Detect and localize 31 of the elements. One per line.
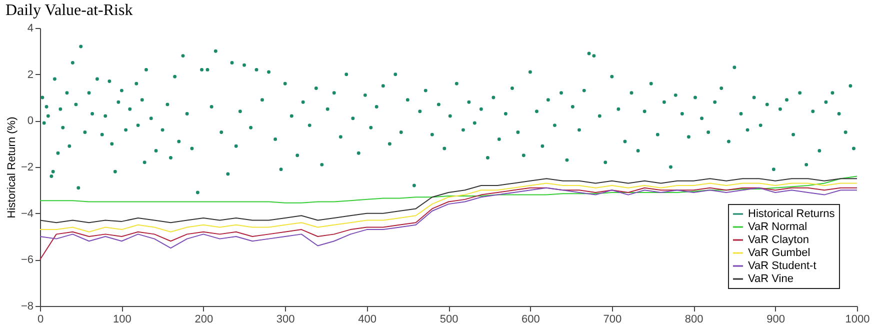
legend-label: VaR Student-t bbox=[748, 260, 816, 272]
y-tick-label: 2 bbox=[27, 68, 34, 81]
y-tick-label: 0 bbox=[27, 115, 34, 128]
line-series bbox=[40, 187, 858, 260]
x-tick-label: 800 bbox=[684, 314, 704, 326]
x-tick-label: 400 bbox=[358, 314, 376, 326]
x-tick-label: 100 bbox=[113, 314, 132, 326]
x-tick-label: 200 bbox=[194, 314, 214, 326]
x-tick-label: 0 bbox=[37, 314, 44, 326]
legend-label: VaR Normal bbox=[748, 221, 808, 233]
line-series bbox=[40, 182, 858, 232]
y-tick-label: −4 bbox=[20, 208, 34, 220]
legend-label: Historical Returns bbox=[748, 208, 836, 220]
y-tick-label: −8 bbox=[20, 300, 34, 312]
x-tick-label: 500 bbox=[440, 314, 458, 326]
line-series bbox=[40, 187, 858, 249]
line-series bbox=[40, 176, 858, 204]
x-tick-label: 700 bbox=[603, 314, 622, 326]
x-tick-label: 1000 bbox=[845, 314, 870, 326]
legend-label: VaR Vine bbox=[748, 273, 794, 285]
legend-label: VaR Gumbel bbox=[748, 247, 810, 259]
x-tick-label: 300 bbox=[276, 314, 295, 326]
x-tick-label: 600 bbox=[522, 314, 540, 326]
x-tick-label: 900 bbox=[766, 314, 785, 326]
y-tick-label: −6 bbox=[20, 254, 34, 266]
chart-title: Daily Value-at-Risk bbox=[5, 2, 133, 19]
line-series bbox=[40, 178, 858, 224]
y-tick-label: 4 bbox=[27, 22, 34, 34]
y-axis-title: Historical Return (%) bbox=[6, 116, 18, 218]
legend-label: VaR Clayton bbox=[748, 234, 809, 246]
y-tick-label: −2 bbox=[20, 162, 34, 174]
